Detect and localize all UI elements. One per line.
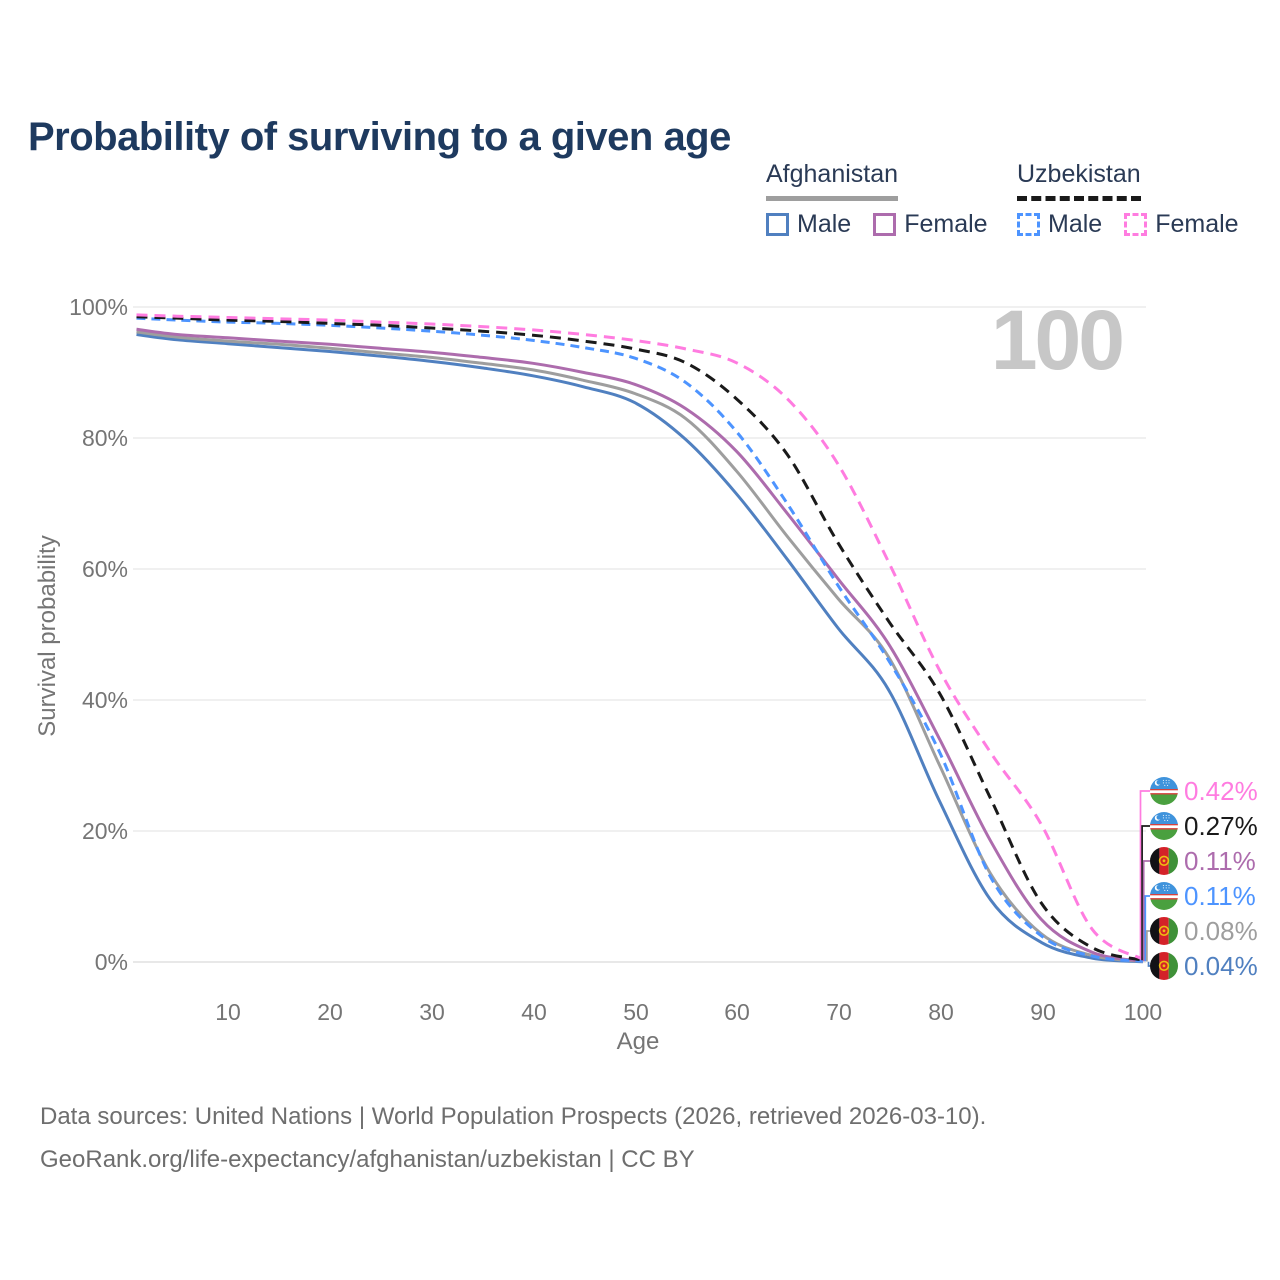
end-label-connector	[1147, 961, 1150, 967]
uzbekistan-female-swatch-icon	[1124, 213, 1148, 236]
series-uzbekistan-both-sexes-line[interactable]	[136, 315, 1144, 962]
x-tick-30: 30	[419, 999, 445, 1025]
end-value: 0.27%	[1184, 810, 1258, 841]
x-tick-80: 80	[928, 999, 954, 1025]
series-afghanistan-female-line[interactable]	[136, 327, 1144, 963]
end-label-connector	[1139, 790, 1150, 960]
end-value: 0.42%	[1184, 775, 1258, 806]
uzbekistan-flag-icon	[1150, 812, 1178, 840]
uzbekistan-male-swatch-icon	[1017, 213, 1040, 236]
x-tick-20: 20	[317, 999, 343, 1025]
series-uzbekistan-male-line[interactable]	[136, 316, 1144, 963]
end-label-connector	[1142, 860, 1150, 962]
page-title: Probability of surviving to a given age	[28, 114, 731, 159]
end-label-connector	[1144, 895, 1150, 962]
y-tick-80: 80%	[81, 425, 128, 451]
legend-item-afghanistan-female[interactable]: Female	[873, 210, 1001, 239]
x-tick-100: 100	[1123, 999, 1163, 1025]
afghanistan-male-swatch-icon	[766, 213, 789, 236]
end-label-row[interactable]: 0.04%	[1150, 950, 1258, 981]
end-label-row[interactable]: 0.11%	[1150, 880, 1256, 911]
y-tick-100: 100%	[69, 294, 128, 320]
y-tick-60: 60%	[81, 556, 128, 582]
y-tick-40: 40%	[81, 687, 128, 713]
uzbekistan-flag-icon	[1150, 777, 1178, 805]
legend-country-afghanistan: Afghanistan	[766, 160, 899, 201]
legend-item-uzbekistan-female[interactable]: Female	[1124, 210, 1252, 239]
end-value: 0.11%	[1184, 845, 1256, 876]
y-tick-20: 20%	[81, 818, 128, 844]
attribution-line: GeoRank.org/life-expectancy/afghanistan/…	[40, 1145, 695, 1173]
legend-item-afghanistan-male[interactable]: Male	[766, 210, 865, 239]
x-axis-title: Age	[616, 1028, 660, 1055]
x-tick-60: 60	[724, 999, 750, 1025]
legend-label: Male	[797, 210, 852, 238]
end-label-row[interactable]: 0.27%	[1150, 810, 1258, 841]
end-label-row[interactable]: 0.42%	[1150, 775, 1258, 806]
legend-label: Female	[904, 210, 988, 238]
legend-country-uzbekistan: Uzbekistan	[1017, 160, 1141, 201]
series-afghanistan-male-line[interactable]	[136, 333, 1144, 964]
x-tick-40: 40	[521, 999, 547, 1025]
end-value: 0.11%	[1184, 880, 1256, 911]
end-value: 0.08%	[1184, 915, 1258, 946]
legend-group-afghanistan: Afghanistan Male Female	[766, 160, 1002, 239]
y-tick-0: 0%	[94, 949, 128, 975]
uzbekistan-flag-icon	[1150, 882, 1178, 910]
legend-group-uzbekistan: Uzbekistan Male Female	[1017, 160, 1253, 239]
end-value: 0.04%	[1184, 950, 1258, 981]
afghanistan-flag-icon	[1150, 917, 1178, 945]
data-source-footer: Data sources: United Nations | World Pop…	[40, 1096, 986, 1181]
end-label-row[interactable]: 0.08%	[1150, 915, 1258, 946]
end-label-connector	[1141, 825, 1150, 961]
afghanistan-female-swatch-icon	[873, 213, 897, 236]
x-tick-50: 50	[623, 999, 649, 1025]
end-label-row[interactable]: 0.11%	[1150, 845, 1256, 876]
source-line: Data sources: United Nations | World Pop…	[40, 1103, 987, 1130]
x-tick-10: 10	[215, 999, 241, 1025]
series-afghanistan-both-sexes-line[interactable]	[136, 330, 1144, 963]
x-tick-90: 90	[1030, 999, 1056, 1025]
age-watermark: 100	[990, 293, 1125, 387]
end-label-connector	[1146, 930, 1150, 962]
legend-label: Male	[1048, 210, 1103, 238]
legend-label: Female	[1155, 210, 1239, 238]
legend-item-uzbekistan-male[interactable]: Male	[1017, 210, 1116, 239]
series-uzbekistan-female-line[interactable]	[136, 313, 1144, 961]
afghanistan-flag-icon	[1150, 847, 1178, 875]
afghanistan-flag-icon	[1150, 952, 1178, 980]
x-tick-70: 70	[826, 999, 852, 1025]
